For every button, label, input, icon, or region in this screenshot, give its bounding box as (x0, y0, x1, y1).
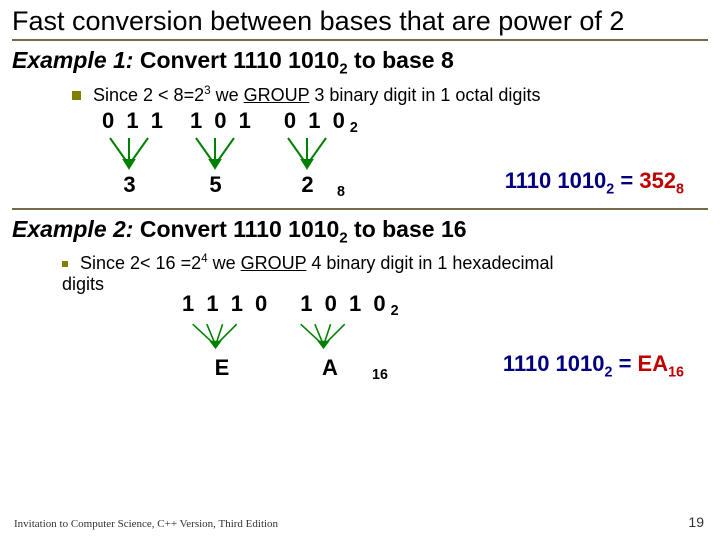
example1-heading: Example 1: Convert 1110 10102 to base 8 (12, 47, 708, 78)
ex1-bullet-group: GROUP (244, 85, 310, 105)
ex1-res-b: 352 (639, 168, 676, 193)
ex1-digits-sub: 8 (337, 184, 345, 200)
example1-digits: 3528 1110 10102 = 3528 (102, 172, 708, 198)
example1-rest: Convert 1110 1010 (133, 47, 339, 73)
example2-bullet: Since 2< 16 =24 we GROUP 4 binary digit … (62, 252, 708, 274)
arrow-set-icon (296, 317, 366, 355)
example1-groups: 0 1 11 0 10 1 02 (102, 108, 708, 134)
ex2-bullet-group: GROUP (241, 253, 307, 273)
ex1-res-eq: = (614, 168, 639, 193)
example1-bullet: Since 2 < 8=23 we GROUP 3 binary digit i… (72, 84, 708, 106)
example1-tail: to base 8 (348, 47, 454, 73)
example1-result: 1110 10102 = 3528 (505, 168, 684, 197)
ex2-res-b: EA (638, 351, 669, 376)
ex1-bullet-a: Since 2 < 8=2 (93, 85, 204, 105)
slide-title: Fast conversion between bases that are p… (12, 6, 708, 41)
ex1-group-1: 1 0 1 (190, 108, 254, 134)
ex1-bullet-b: we (211, 85, 244, 105)
arrow-set-icon (280, 134, 335, 172)
ex1-group-0: 0 1 1 (102, 108, 166, 134)
ex1-res-s2: 8 (676, 181, 684, 197)
arrow-set-icon (102, 134, 157, 172)
ex2-res-s2: 16 (668, 365, 684, 381)
ex2-bullet-b: we (208, 253, 241, 273)
small-bullet-icon (62, 261, 68, 267)
example2-groups: 1 1 1 01 0 1 02 (182, 291, 708, 317)
example1-prefix: Example 1: (12, 47, 133, 73)
ex1-digit-0: 3 (102, 172, 157, 198)
ex2-group-1: 1 0 1 0 (300, 291, 388, 317)
example2-bullet-text: Since 2< 16 =24 we GROUP 4 binary digit … (80, 252, 553, 274)
arrow-set-icon (188, 134, 243, 172)
page-number: 19 (688, 514, 704, 530)
ex2-digits-sub: 16 (372, 367, 388, 383)
footer-citation: Invitation to Computer Science, C++ Vers… (14, 518, 278, 530)
ex1-digit-1: 5 (188, 172, 243, 198)
ex1-bullet-c: 3 binary digit in 1 octal digits (309, 85, 540, 105)
example2-rest: Convert 1110 1010 (133, 216, 339, 242)
ex1-res-a: 1110 1010 (505, 168, 607, 193)
example2-digits: EA16 1110 10102 = EA16 (182, 355, 708, 381)
ex2-digit-1: A (290, 355, 370, 381)
example2-tail: to base 16 (348, 216, 467, 242)
example2-result: 1110 10102 = EA16 (503, 351, 684, 380)
ex2-digit-0: E (182, 355, 262, 381)
example2-sub: 2 (339, 229, 347, 246)
example2-arrows (182, 317, 708, 355)
square-bullet-icon (72, 91, 81, 100)
slide: Fast conversion between bases that are p… (0, 0, 720, 540)
ex2-group-0: 1 1 1 0 (182, 291, 270, 317)
example1-bullet-text: Since 2 < 8=23 we GROUP 3 binary digit i… (93, 84, 540, 106)
example2-heading: Example 2: Convert 1110 10102 to base 16 (12, 216, 708, 247)
example2-prefix: Example 2: (12, 216, 133, 242)
divider (12, 208, 708, 210)
ex2-bullet-c: 4 binary digit in 1 hexadecimal (306, 253, 553, 273)
ex1-group-2: 0 1 0 (284, 108, 348, 134)
example1-arrows (102, 134, 708, 172)
ex1-digit-2: 2 (280, 172, 335, 198)
ex2-res-eq: = (612, 351, 637, 376)
arrow-set-icon (188, 317, 258, 355)
example1-sub: 2 (339, 61, 347, 78)
ex2-bullet-a: Since 2< 16 =2 (80, 253, 201, 273)
ex2-res-a: 1110 1010 (503, 351, 605, 376)
